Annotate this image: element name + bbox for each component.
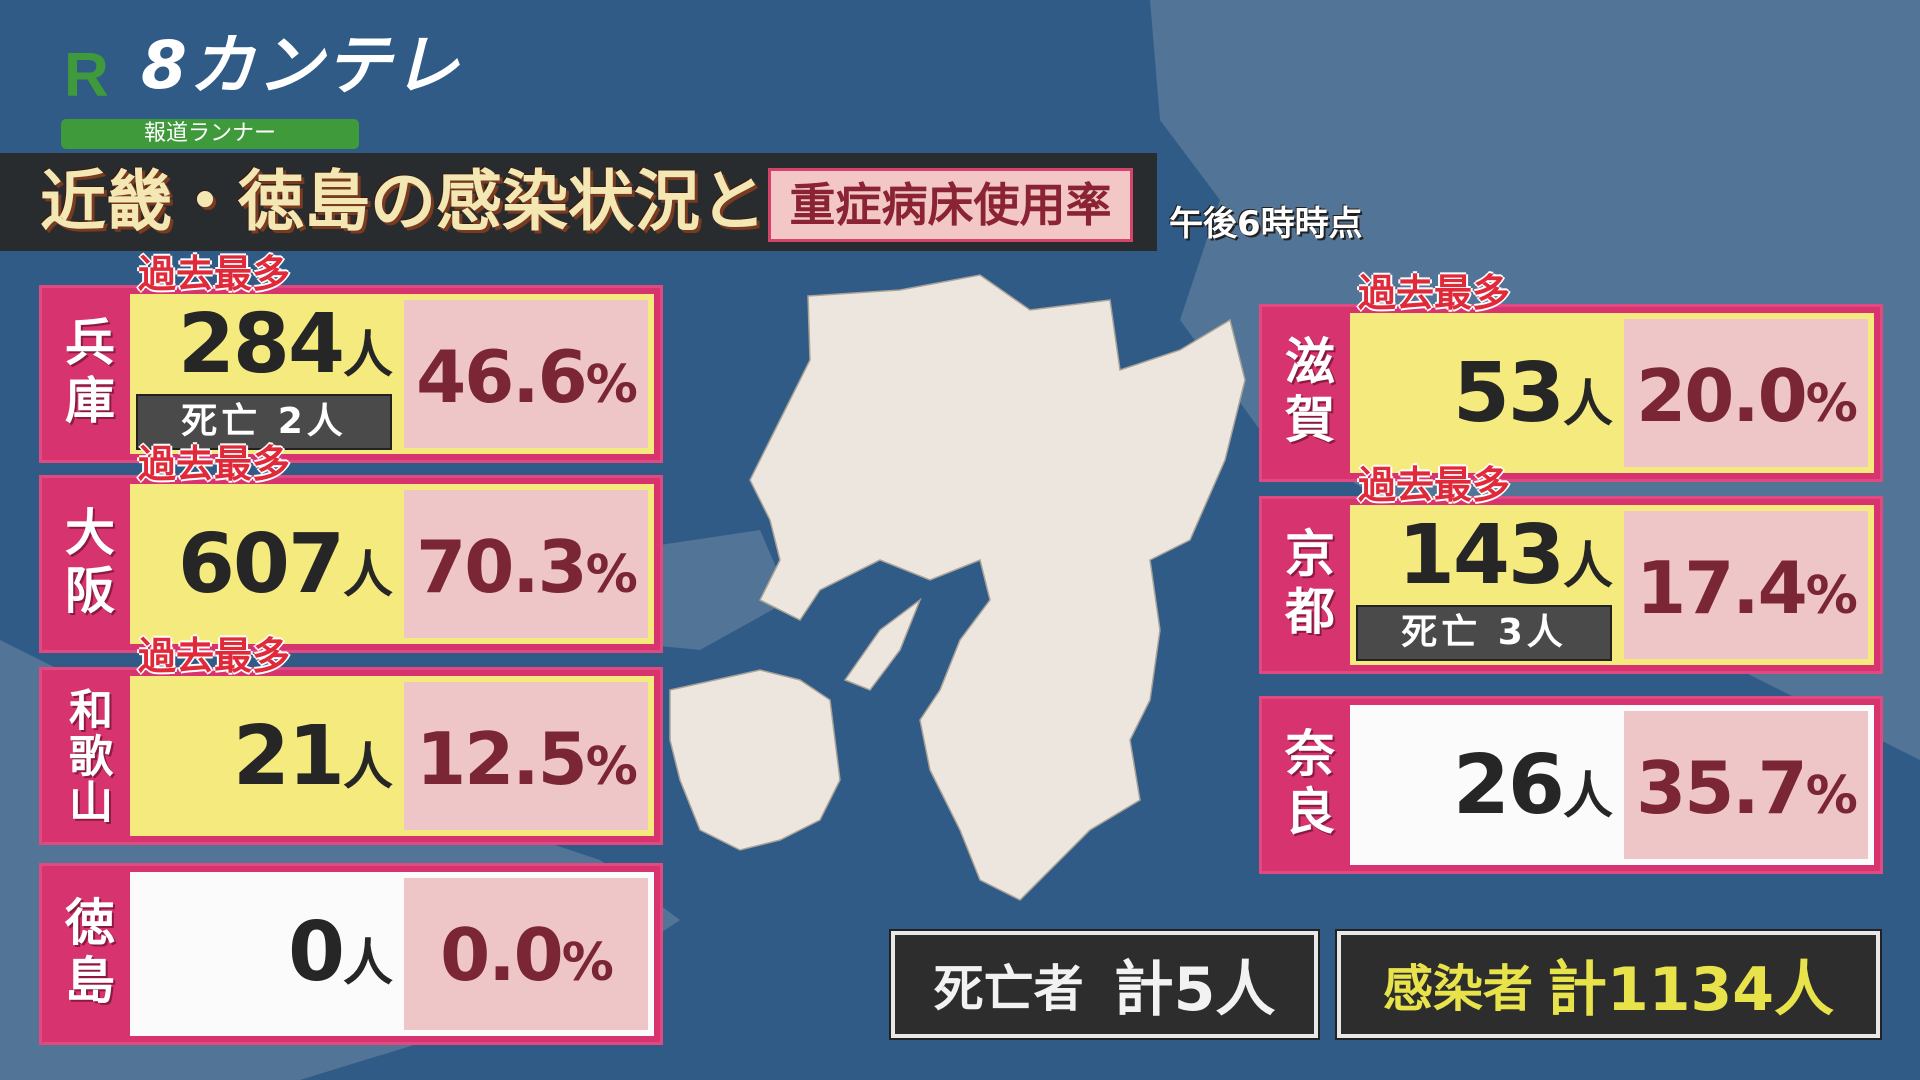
prefecture-name: 徳島 — [57, 896, 115, 1012]
panel-body: 143人 死亡 3人 17.4% — [1350, 505, 1874, 665]
bed-usage-rate: 46.6% — [404, 300, 648, 448]
rate-unit: % — [561, 933, 614, 993]
case-count: 143人 — [1350, 511, 1625, 611]
rate-value: 70.3 — [416, 525, 588, 609]
rate-unit: % — [585, 737, 638, 797]
count-value: 0 — [287, 905, 345, 1000]
bed-usage-rate: 35.7% — [1624, 711, 1868, 859]
page-subtitle: 重症病床使用率 — [768, 168, 1133, 242]
case-count: 607人 — [130, 520, 405, 620]
case-count: 21人 — [130, 712, 405, 812]
prefecture-name: 奈良 — [1277, 727, 1335, 843]
record-high-label: 過去最多 — [138, 442, 291, 486]
prefecture-panel-wakayama: 和歌山 21人 12.5% 過去最多 — [39, 634, 663, 845]
panel-body: 26人 35.7% — [1350, 705, 1874, 865]
case-count: 53人 — [1350, 349, 1625, 449]
case-count: 0人 — [130, 908, 405, 1008]
count-unit: 人 — [343, 326, 393, 384]
rate-unit: % — [1805, 374, 1858, 434]
record-high-label: 過去最多 — [1358, 463, 1511, 507]
prefecture-panel-kyoto: 京都 143人 死亡 3人 17.4% 過去最多 — [1259, 463, 1883, 674]
rate-value: 0.0 — [440, 913, 564, 997]
rate-unit: % — [585, 545, 638, 605]
region-shapes — [669, 274, 1246, 901]
count-value: 143 — [1397, 508, 1565, 603]
prefecture-name: 兵庫 — [57, 316, 115, 432]
total-deaths: 死亡者 計5人 — [889, 929, 1320, 1040]
rate-value: 12.5 — [416, 717, 588, 801]
rate-value: 35.7 — [1636, 746, 1808, 830]
prefecture-name: 和歌山 — [61, 687, 112, 825]
panel-body: 53人 20.0% — [1350, 313, 1874, 473]
runner-logo: R — [64, 41, 109, 110]
death-badge: 死亡 2人 — [136, 394, 392, 450]
record-high-label: 過去最多 — [138, 634, 291, 678]
timestamp: 午後6時時点 — [1169, 204, 1363, 244]
bed-usage-rate: 20.0% — [1624, 319, 1868, 467]
page-title: 近畿・徳島の感染状況と — [40, 163, 766, 240]
rate-value: 20.0 — [1636, 354, 1808, 438]
bed-usage-rate: 17.4% — [1624, 511, 1868, 659]
bed-usage-rate: 70.3% — [404, 490, 648, 638]
total-infected-label: 感染者 — [1383, 959, 1533, 1018]
total-deaths-label: 死亡者 — [933, 959, 1084, 1018]
count-unit: 人 — [1563, 767, 1613, 825]
count-value: 284 — [177, 297, 345, 392]
count-unit: 人 — [343, 738, 393, 796]
prefecture-name: 大阪 — [57, 506, 115, 622]
prefecture-panel-hyogo: 兵庫 284人 死亡 2人 46.6% 過去最多 — [39, 252, 663, 463]
panel-body: 284人 死亡 2人 46.6% — [130, 294, 654, 454]
count-unit: 人 — [343, 934, 393, 992]
prefecture-name: 滋賀 — [1277, 335, 1335, 451]
rate-value: 46.6 — [416, 335, 588, 419]
count-value: 607 — [177, 517, 345, 612]
panel-body: 21人 12.5% — [130, 676, 654, 836]
rate-unit: % — [1805, 566, 1858, 626]
case-count: 26人 — [1350, 741, 1625, 841]
prefecture-panel-tokushima: 徳島 0人 0.0% — [39, 863, 663, 1045]
total-infected: 感染者 計1134人 — [1335, 929, 1882, 1040]
count-value: 21 — [232, 709, 345, 804]
bed-usage-rate: 0.0% — [404, 878, 648, 1030]
count-value: 26 — [1452, 738, 1565, 833]
record-high-label: 過去最多 — [138, 252, 291, 296]
death-badge: 死亡 3人 — [1356, 605, 1612, 661]
rate-value: 17.4 — [1636, 546, 1808, 630]
count-unit: 人 — [343, 546, 393, 604]
rate-unit: % — [1805, 766, 1858, 826]
panel-body: 607人 70.3% — [130, 484, 654, 644]
count-unit: 人 — [1563, 375, 1613, 433]
program-name: 報道ランナー — [61, 119, 359, 149]
count-value: 53 — [1452, 346, 1565, 441]
bed-usage-rate: 12.5% — [404, 682, 648, 830]
prefecture-panel-osaka: 大阪 607人 70.3% 過去最多 — [39, 442, 663, 653]
ktv-logo: 8カンテレ — [141, 27, 461, 104]
prefecture-name: 京都 — [1277, 527, 1335, 643]
prefecture-panel-nara: 奈良 26人 35.7% — [1259, 696, 1883, 874]
panel-body: 0人 0.0% — [130, 872, 654, 1036]
total-infected-value: 計1134人 — [1547, 955, 1834, 1025]
case-count: 284人 — [130, 300, 405, 400]
count-unit: 人 — [1563, 537, 1613, 595]
total-deaths-value: 計5人 — [1113, 955, 1276, 1025]
record-high-label: 過去最多 — [1358, 271, 1511, 315]
prefecture-panel-shiga: 滋賀 53人 20.0% 過去最多 — [1259, 271, 1883, 482]
rate-unit: % — [585, 355, 638, 415]
